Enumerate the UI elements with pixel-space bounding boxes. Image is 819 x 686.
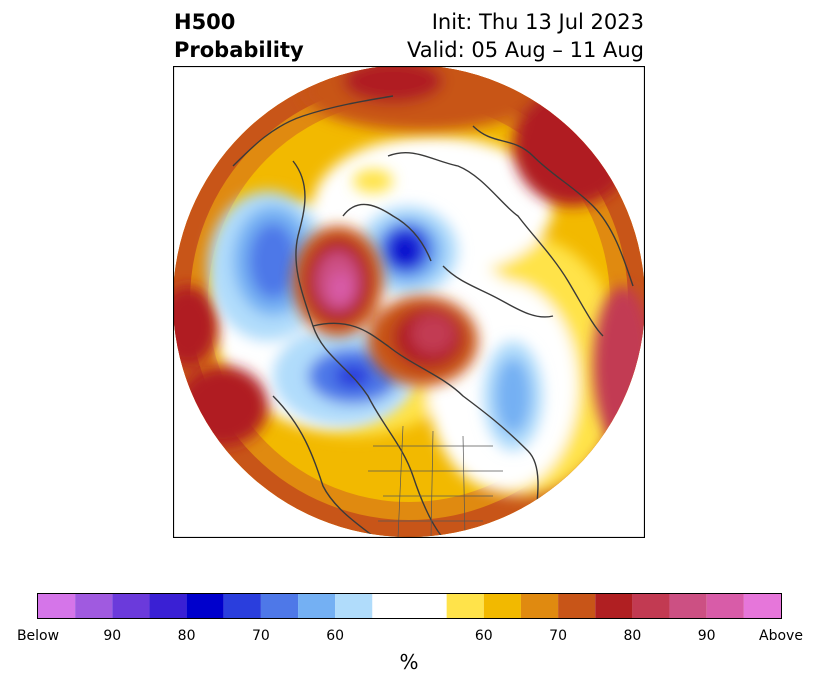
colorbar-segment (335, 594, 372, 618)
field-type: Probability (174, 36, 304, 64)
colorbar-segment (187, 594, 224, 618)
colorbar-tick-label: 60 (326, 628, 344, 644)
colorbar-tick-label: 80 (623, 628, 641, 644)
colorbar-tick-label: 70 (549, 628, 567, 644)
colorbar-segment (447, 594, 484, 618)
title-left: H500 Probability (174, 8, 304, 64)
valid-range: Valid: 05 Aug – 11 Aug (407, 36, 644, 64)
colorbar-segment (744, 594, 781, 618)
colorbar-tick-label: 60 (475, 628, 493, 644)
colorbar-segment (670, 594, 707, 618)
init-date: Init: Thu 13 Jul 2023 (407, 8, 644, 36)
colorbar-tick-label: Below (17, 628, 59, 644)
colorbar-segment (298, 594, 335, 618)
colorbar (37, 593, 782, 619)
colorbar-segment (75, 594, 112, 618)
colorbar-segment (484, 594, 521, 618)
colorbar-segment (224, 594, 261, 618)
title-right: Init: Thu 13 Jul 2023 Valid: 05 Aug – 11… (407, 8, 644, 64)
colorbar-tick-label: 80 (178, 628, 196, 644)
units-label: % (399, 650, 418, 674)
colorbar-segment (112, 594, 149, 618)
colorbar-tick-label: 70 (252, 628, 270, 644)
colorbar-segment (707, 594, 744, 618)
probability-map (173, 66, 645, 538)
colorbar-segment (632, 594, 669, 618)
field-name: H500 (174, 8, 304, 36)
colorbar-tick-label: 90 (103, 628, 121, 644)
colorbar-tick-label: Above (759, 628, 803, 644)
colorbar-segment (372, 594, 446, 618)
colorbar-segment (261, 594, 298, 618)
colorbar-segment (595, 594, 632, 618)
colorbar-segment (38, 594, 75, 618)
colorbar-segment (521, 594, 558, 618)
colorbar-segment (558, 594, 595, 618)
colorbar-segment (149, 594, 186, 618)
colorbar-tick-label: 90 (698, 628, 716, 644)
